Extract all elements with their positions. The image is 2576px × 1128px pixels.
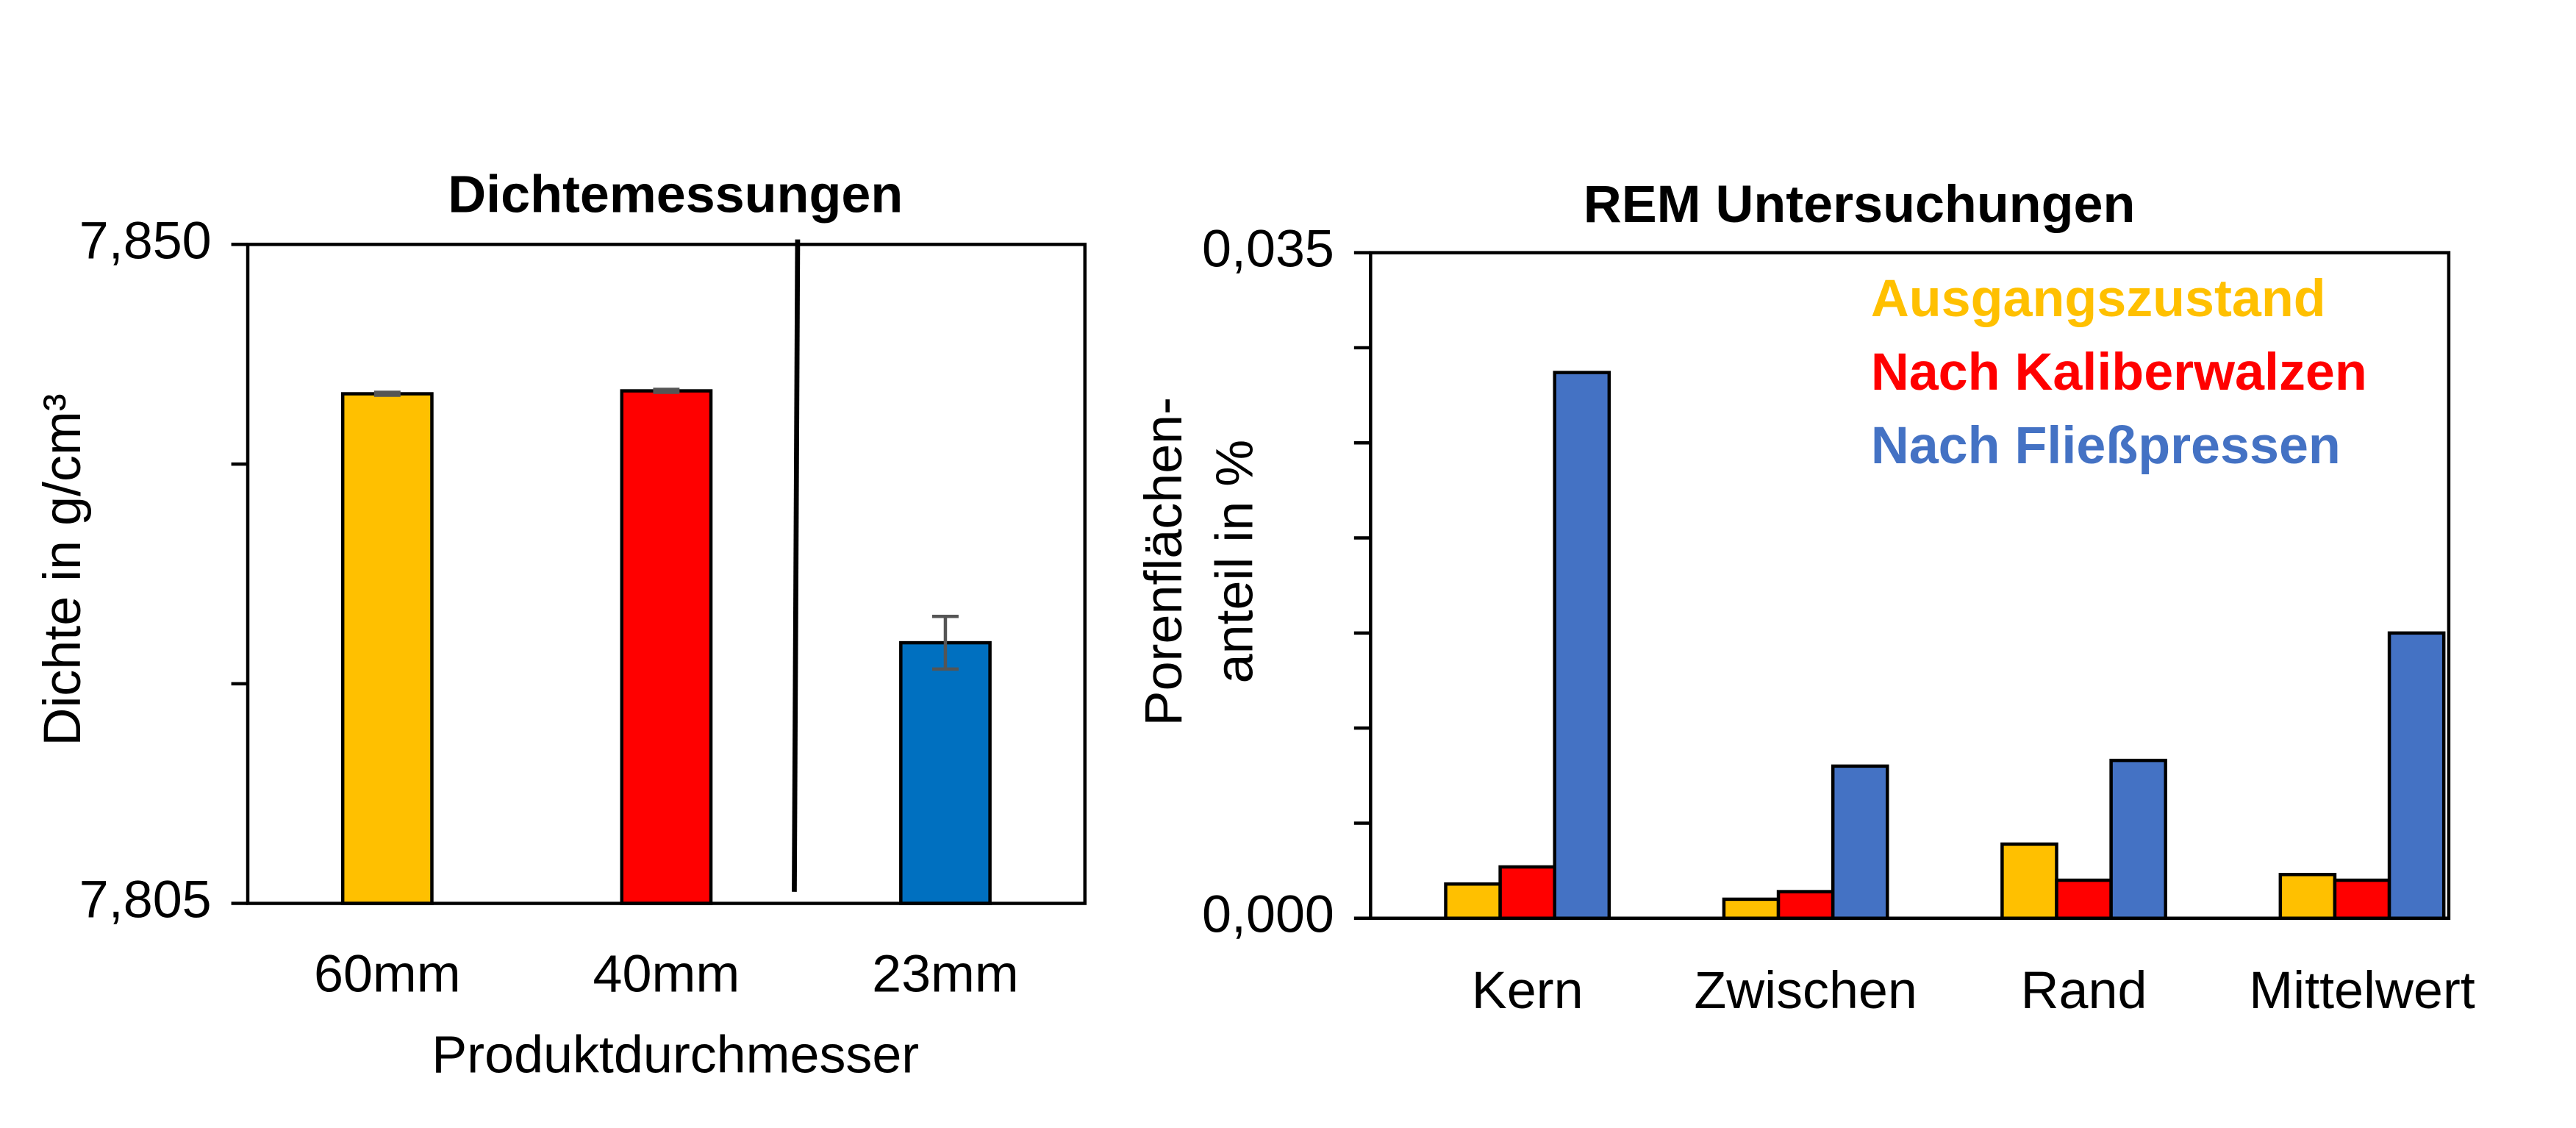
x-tick-label: 23mm [872,945,1019,1004]
x-tick-label: Mittelwert [2249,961,2475,1020]
bar [2055,878,2113,921]
bar [1722,897,1781,921]
error-bar [931,614,959,671]
bar [1553,371,1611,921]
bar [1444,882,1502,921]
plot-frame [246,243,1087,905]
x-tick-label: 60mm [314,945,461,1004]
bar [2387,631,2446,921]
bar [1776,890,1835,921]
bar [1831,764,1889,921]
bar [2109,758,2167,921]
y-axis-label: Dichte in g/cm³ [33,393,92,746]
x-tick-label: Zwischen [1694,961,1917,1020]
error-bar [653,388,680,394]
bar [2333,878,2391,921]
chart-title: REM Untersuchungen [1584,175,2136,234]
legend-entry: Nach Fließpressen [1871,416,2341,475]
bar [2278,873,2337,921]
error-bar [373,390,401,397]
y-axis-label: anteil in % [1206,440,1264,684]
y-tick-label: 7,805 [79,871,212,929]
y-tick-label: 0,035 [1202,220,1334,279]
bar [899,640,992,905]
bar [2000,842,2058,921]
legend-entry: Nach Kaliberwalzen [1871,343,2367,401]
bar [1498,865,1556,921]
chart-title: Dichtemessungen [448,165,903,224]
legend-entry: Ausgangszustand [1871,269,2326,328]
y-tick-label: 0,000 [1202,885,1334,944]
x-tick-label: Rand [2021,961,2147,1020]
bar [620,389,713,905]
separator [792,239,801,892]
x-tick-label: Kern [1472,961,1584,1020]
y-tick-label: 7,850 [79,211,212,270]
y-axis-label: Porenflächen- [1134,397,1193,726]
bar [340,392,434,905]
x-axis-label: Produktdurchmesser [432,1026,919,1085]
plot-frame [1369,251,2451,921]
x-tick-label: 40mm [593,945,740,1004]
